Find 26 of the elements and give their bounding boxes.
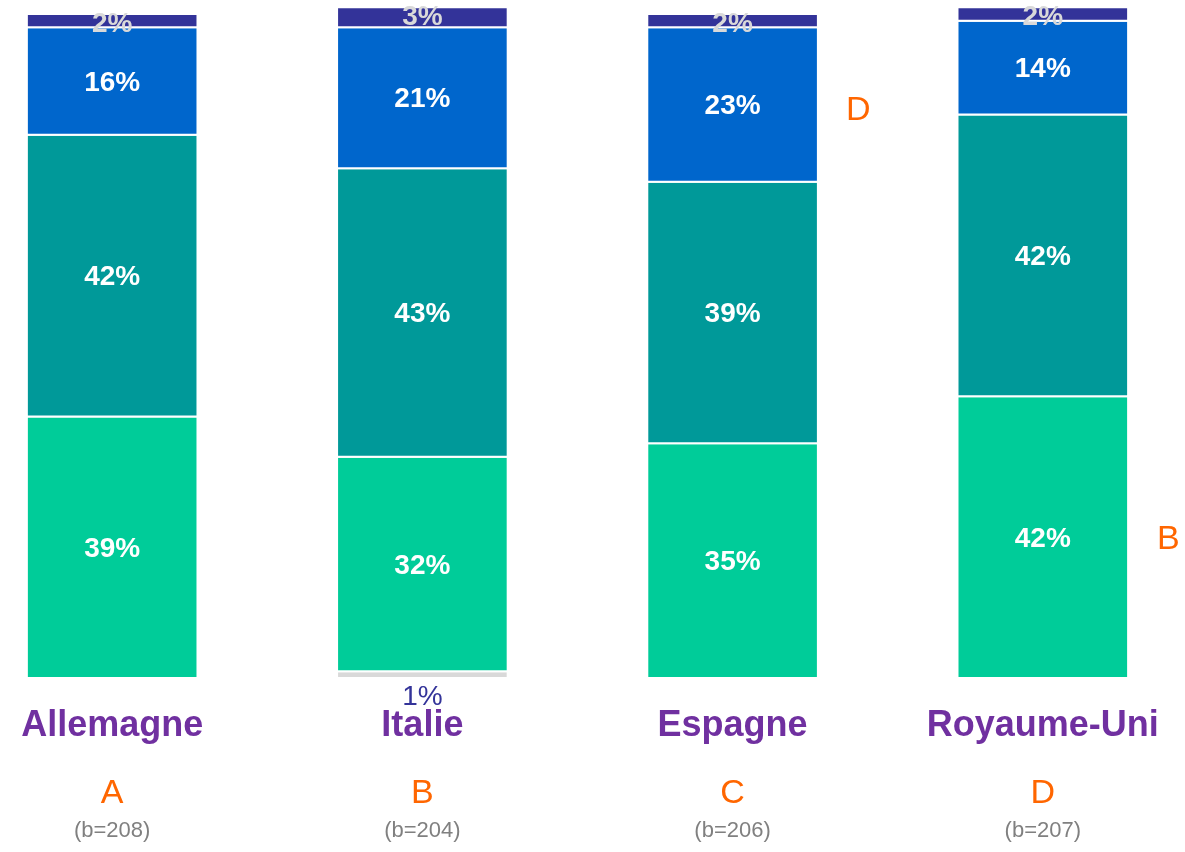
data-label: 42% (1014, 239, 1071, 271)
data-label: 21% (394, 82, 451, 114)
data-label: 14% (1014, 52, 1071, 84)
data-label: 16% (84, 65, 141, 97)
text: A (100, 771, 124, 810)
data-label: 42% (1014, 521, 1071, 553)
data-label: 32% (394, 548, 451, 580)
x-tick-label: Royaume-Uni (926, 702, 1159, 744)
data-label: 3% (402, 0, 443, 32)
x-tick-label: Espagne (657, 702, 808, 744)
text: (b=204) (384, 816, 461, 842)
data-label: 42% (84, 260, 141, 292)
data-label: 23% (704, 88, 761, 120)
text: (b=206) (694, 816, 771, 842)
text: (b=207) (1004, 816, 1082, 842)
data-label: 35% (704, 545, 761, 577)
text: C (720, 771, 745, 810)
annotation: B (1157, 518, 1180, 557)
data-label: 39% (84, 531, 141, 563)
data-label: 43% (394, 296, 451, 328)
annotation: D (845, 88, 871, 127)
text: D (1030, 771, 1056, 810)
text: B (411, 771, 434, 810)
x-tick-label: Allemagne (21, 702, 204, 744)
text: (b=208) (73, 816, 151, 842)
data-label: 39% (704, 296, 761, 328)
